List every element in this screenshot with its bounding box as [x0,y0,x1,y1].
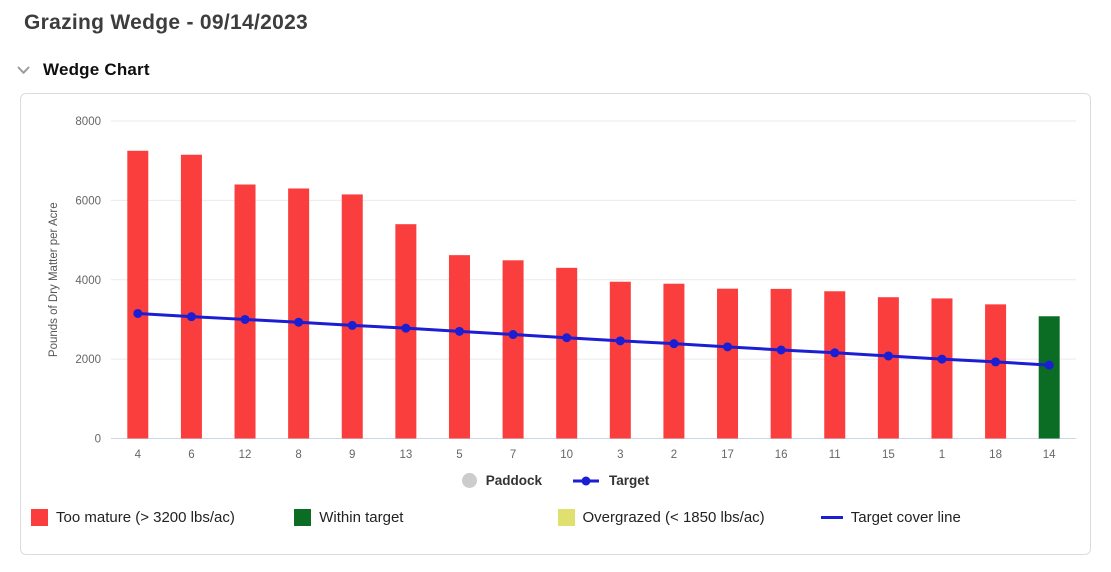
page-title: Grazing Wedge - 09/14/2023 [24,11,309,34]
within-target-label: Within target [319,509,404,526]
wedge-chart: 0 2000 4000 6000 8000 Pounds of Dry Matter pe… [48,116,1076,461]
x-tick-label: 11 [829,449,841,461]
x-tick-label: 2 [671,449,677,461]
y-axis-title: Pounds of Dry Matter per Acre [48,202,60,357]
y-tick-label: 6000 [75,195,101,207]
target-point-15[interactable] [883,351,893,361]
section-title: Wedge Chart [43,60,150,79]
target-point-18[interactable] [991,357,1001,367]
y-tick-label: 4000 [75,275,101,287]
bar-paddock-16[interactable] [770,288,792,439]
too-mature-label: Too mature (> 3200 lbs/ac) [56,509,235,526]
x-tick-label: 15 [882,449,895,461]
wedge-chart-section-header: Wedge Chart [17,60,1111,80]
target-point-6[interactable] [186,312,196,322]
target-point-3[interactable] [615,336,625,346]
legend-item-target[interactable]: Target [572,473,649,488]
target-point-7[interactable] [508,330,518,340]
x-tick-label: 10 [560,449,573,461]
target-point-17[interactable] [723,342,733,352]
legend-item-target-cover-line: Target cover line [820,509,1084,526]
x-tick-label: 9 [349,449,355,461]
y-tick-label: 2000 [75,354,101,366]
x-tick-label: 14 [1043,449,1056,461]
overgrazed-label: Overgrazed (< 1850 lbs/ac) [582,509,765,526]
bar-paddock-3[interactable] [609,281,631,439]
x-tick-label: 13 [399,449,412,461]
too-mature-swatch-icon [31,509,48,526]
bar-paddock-15[interactable] [877,297,899,439]
chevron-down-icon [17,66,30,75]
target-point-12[interactable] [240,314,250,324]
target-cover-line-icon [820,516,843,519]
x-tick-label: 3 [617,449,623,461]
x-tick-label: 6 [188,449,194,461]
target-point-5[interactable] [454,326,464,336]
target-point-14[interactable] [1044,360,1054,370]
x-tick-label: 7 [510,449,516,461]
bar-paddock-9[interactable] [341,194,363,439]
x-tick-label: 4 [135,449,142,461]
bar-paddock-4[interactable] [127,150,149,439]
x-tick-label: 17 [721,449,734,461]
legend-item-overgrazed: Overgrazed (< 1850 lbs/ac) [557,509,821,526]
bar-paddock-1[interactable] [931,298,953,439]
bar-paddock-6[interactable] [180,154,202,439]
target-legend-icon [572,475,600,487]
within-target-swatch-icon [294,509,312,526]
legend-item-within-target: Within target [294,509,557,526]
y-tick-label: 0 [95,434,101,446]
x-tick-label: 1 [939,449,945,461]
bar-paddock-12[interactable] [234,184,256,439]
x-tick-label: 8 [295,449,301,461]
target-point-1[interactable] [937,354,947,364]
target-cover-line-label: Target cover line [850,509,961,526]
y-tick-label: 8000 [75,116,101,128]
wedge-chart-card: 0 2000 4000 6000 8000 Pounds of Dry Matter pe… [20,93,1091,555]
paddock-legend-label: Paddock [485,473,542,488]
bar-paddock-8[interactable] [288,188,310,439]
bar-paddock-7[interactable] [502,260,524,439]
bar-paddock-14[interactable] [1038,316,1060,439]
bar-paddock-5[interactable] [448,255,470,439]
target-line [137,311,1050,367]
legend-item-paddock[interactable]: Paddock [461,473,542,488]
target-point-9[interactable] [347,320,357,330]
target-point-16[interactable] [776,345,786,355]
series-legend: Paddock Target [21,473,1090,488]
x-tick-label: 18 [989,449,1002,461]
overgrazed-swatch-icon [557,509,575,526]
bar-paddock-10[interactable] [556,267,578,439]
bar-paddock-11[interactable] [824,291,846,439]
target-legend-label: Target [609,473,650,488]
target-point-11[interactable] [830,348,840,358]
target-point-10[interactable] [562,333,572,343]
bar-paddock-17[interactable] [717,288,739,439]
target-point-13[interactable] [401,323,411,333]
x-tick-label: 16 [775,449,788,461]
section-collapse-button[interactable] [17,66,30,75]
bar-paddock-2[interactable] [663,283,685,439]
color-legend: Too mature (> 3200 lbs/ac) Within target… [31,509,1084,526]
x-tick-label: 5 [456,449,462,461]
bar-paddock-18[interactable] [985,304,1007,439]
target-point-4[interactable] [133,308,143,318]
target-point-2[interactable] [669,339,679,349]
target-point-8[interactable] [294,317,304,327]
legend-item-too-mature: Too mature (> 3200 lbs/ac) [31,509,294,526]
x-tick-label: 12 [239,449,252,461]
paddock-legend-icon [461,473,477,488]
